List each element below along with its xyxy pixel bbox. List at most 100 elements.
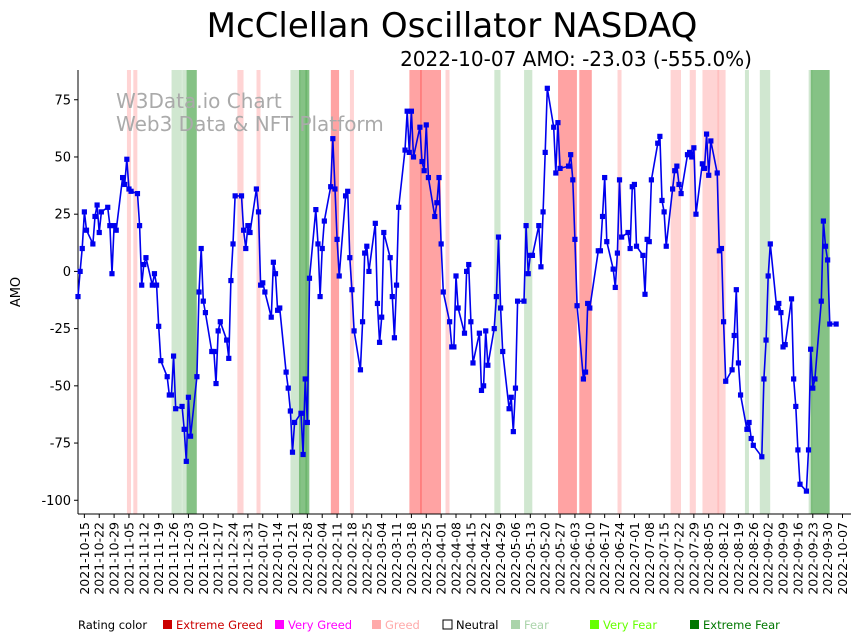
data-point [512,385,519,391]
data-point [268,314,274,320]
data-point [83,227,90,233]
data-point [614,250,621,256]
x-tick-label: 2022-06-03 [567,522,582,595]
x-tick-label: 2022-09-23 [805,522,820,595]
data-point [703,131,710,137]
x-tick-label: 2021-12-10 [196,522,211,595]
watermark-line-2: Web3 Data & NFT Platform [116,112,384,136]
data-point [619,234,625,240]
legend-label: Neutral [456,618,498,632]
data-point [183,458,189,464]
data-point [672,168,678,174]
data-point [795,447,801,453]
data-point [676,181,682,188]
data-point [495,234,502,240]
data-point [96,229,102,236]
data-point [542,149,548,155]
data-point [453,273,459,279]
data-point [336,273,342,279]
legend-swatch [511,620,520,629]
data-point [170,353,177,359]
data-point [470,360,476,366]
data-point [79,245,85,252]
chart-title: McClellan Oscillator NASDAQ [207,6,698,46]
data-point [364,243,370,249]
x-tick-label: 2022-09-30 [820,522,835,595]
x-tick-label: 2022-03-25 [419,522,434,595]
data-point [351,328,357,334]
x-tick-label: 2022-08-26 [746,522,761,595]
rating-band-greed [689,70,696,514]
data-point [332,186,338,192]
data-point [616,177,623,183]
x-tick-label: 2021-10-29 [107,522,122,595]
x-tick-label: 2022-04-22 [478,522,493,595]
legend-label: Extreme Fear [703,618,780,632]
data-point [349,287,355,293]
x-tick-label: 2022-05-27 [553,522,568,595]
x-tick-label: 2022-07-08 [642,522,657,595]
data-point [342,193,349,199]
data-point [788,296,795,302]
data-point [536,223,542,229]
data-point [289,449,296,455]
data-point [393,282,400,288]
data-point [803,488,810,494]
data-point [202,309,209,316]
data-point [381,229,387,236]
data-point [642,291,648,297]
data-point [432,213,438,220]
x-tick-label: 2022-04-15 [463,522,478,595]
data-point [500,348,506,355]
legend-label: Greed [385,618,420,632]
data-point [285,385,291,391]
data-point [406,149,412,155]
data-point [805,447,812,453]
data-point [582,369,589,375]
data-point [808,346,814,352]
data-point [408,108,415,114]
data-point [478,387,485,394]
data-point [374,300,381,307]
data-point [379,314,385,320]
data-point [213,380,219,387]
rating-band-greed [126,70,131,514]
x-tick-label: 2022-07-15 [657,522,672,595]
data-point [164,374,170,380]
data-point [733,287,739,293]
data-point [391,335,398,341]
data-point [357,367,364,373]
data-point [525,271,531,277]
data-point [139,282,145,288]
data-point [464,268,470,275]
x-tick-label: 2022-08-12 [716,522,731,595]
data-point [421,168,427,174]
data-point [230,241,236,247]
data-point [283,369,289,375]
data-point [763,337,769,343]
data-point [631,181,637,188]
data-point [211,348,217,355]
data-point [746,419,752,426]
data-point [98,209,104,215]
data-point [483,328,489,334]
data-point [217,319,223,325]
data-point [657,133,663,139]
data-point [328,184,334,190]
legend-label: Extreme Greed [176,618,263,632]
x-tick-label: 2022-05-13 [523,522,538,595]
data-point [729,367,735,373]
data-point [791,376,797,382]
data-point [833,321,839,327]
data-point [670,186,676,192]
data-point [300,451,306,458]
data-point [498,305,504,311]
x-tick-label: 2022-02-18 [344,522,359,595]
y-tick-label: 75 [54,93,71,108]
data-point [111,223,117,229]
x-tick-label: 2022-06-17 [597,522,612,595]
data-point [347,255,353,261]
data-point [128,188,134,194]
data-point [597,248,604,254]
